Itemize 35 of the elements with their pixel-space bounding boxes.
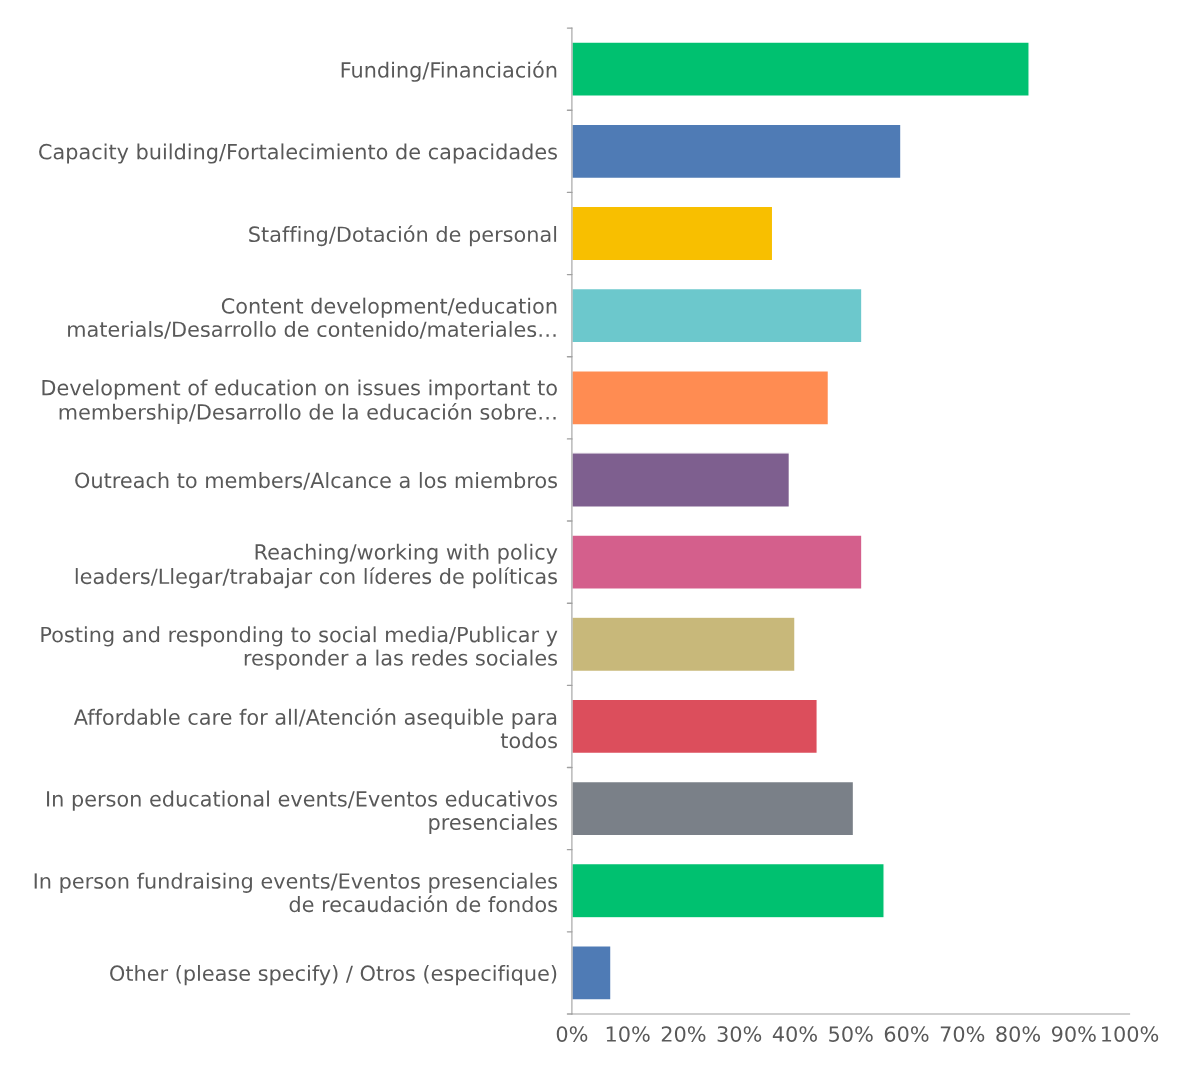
y-tick-label: In person fundraising events/Eventos presenciales de recaudación de fondos	[34, 872, 557, 913]
bar	[571, 534, 863, 590]
x-tick-label: 10%	[606, 1026, 650, 1042]
bar	[571, 370, 830, 426]
x-tick-label: 80%	[996, 1026, 1041, 1042]
y-tick-label: In person educational events/Eventos educativos presenciales	[47, 790, 557, 835]
x-tick-label: 30%	[717, 1026, 762, 1042]
y-tick-label: Other (please specify) / Otros (especifique)	[110, 964, 557, 986]
y-tick-label: Development of education on issues important to membership/Desarrollo de la educación sobre…	[42, 379, 557, 424]
bar	[571, 862, 885, 919]
y-tick-label: Posting and responding to social media/Publicar y responder a las redes sociales	[41, 626, 558, 670]
y-tick-label: Content development/education materials/Desarrollo de contenido/materiales…	[68, 297, 557, 339]
x-tick-label: 90%	[1051, 1026, 1096, 1042]
bar	[571, 945, 612, 1001]
y-tick-label: Staffing/Dotación de personal	[249, 225, 557, 247]
bar	[571, 123, 902, 180]
bar	[571, 205, 774, 262]
x-tick-label: 0%	[556, 1026, 588, 1042]
bar	[571, 698, 818, 755]
x-tick-label: 50%	[829, 1026, 873, 1042]
y-tick-label: Affordable care for all/Atención asequible para todos	[73, 708, 557, 749]
y-tick-label: Reaching/working with policy leaders/Llegar/trabajar con líderes de políticas	[75, 543, 558, 589]
x-tick-label: 70%	[940, 1026, 985, 1042]
bar	[571, 287, 863, 344]
y-tick-label: Outreach to members/Alcance a los miembros	[75, 472, 558, 490]
x-tick-label: 20%	[661, 1026, 706, 1042]
bar	[571, 780, 855, 837]
bar	[571, 616, 796, 673]
x-tick-label: 60%	[884, 1026, 929, 1042]
y-tick-label: Capacity building/Fortalecimiento de capacidades	[39, 143, 557, 164]
x-tick-label: 100%	[1102, 1026, 1159, 1042]
y-tick-label: Funding/Financiación	[341, 60, 557, 82]
x-tick-label: 40%	[772, 1026, 817, 1042]
bar	[571, 452, 791, 508]
bar	[571, 41, 1030, 97]
